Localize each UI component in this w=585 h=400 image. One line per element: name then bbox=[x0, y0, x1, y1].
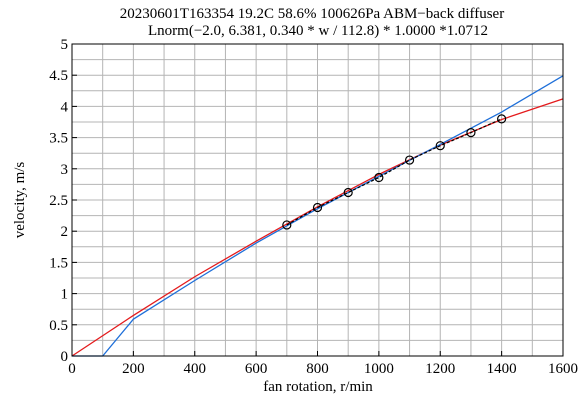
x-tick-label: 200 bbox=[122, 361, 145, 377]
data-point-marker bbox=[435, 141, 445, 151]
x-tick-label: 1000 bbox=[364, 361, 394, 377]
x-tick-label: 400 bbox=[184, 361, 207, 377]
y-tick-label: 2.5 bbox=[49, 193, 68, 209]
y-axis-label: velocity, m/s bbox=[12, 162, 28, 239]
y-tick-label: 3 bbox=[61, 162, 69, 178]
y-tick-label: 5 bbox=[61, 37, 69, 53]
y-tick-label: 2 bbox=[61, 224, 69, 240]
x-tick-label: 800 bbox=[306, 361, 329, 377]
data-point-marker bbox=[497, 114, 507, 124]
y-tick-label: 0 bbox=[61, 349, 69, 365]
data-point-marker bbox=[466, 128, 476, 138]
x-tick-label: 1400 bbox=[487, 361, 517, 377]
y-tick-label: 1 bbox=[61, 287, 69, 303]
series-layer bbox=[71, 75, 564, 357]
data-point-marker bbox=[312, 202, 323, 213]
grid bbox=[71, 43, 564, 357]
x-tick-label: 600 bbox=[245, 361, 268, 377]
x-tick-label: 0 bbox=[68, 361, 76, 377]
data-point-marker bbox=[282, 220, 292, 230]
tick-labels: 0 200 400 600 800 1000 1200 1400 1600 0 0.5 1 1.5 2 2.… bbox=[49, 37, 578, 377]
chart-title: 20230601T163354 19.2C 58.6% 100626Pa ABM… bbox=[120, 6, 504, 22]
x-tick-label: 1600 bbox=[548, 361, 578, 377]
y-tick-label: 0.5 bbox=[49, 318, 68, 334]
data-point-marker bbox=[374, 172, 384, 183]
y-tick-label: 1.5 bbox=[49, 255, 68, 271]
x-tick-label: 1200 bbox=[425, 361, 455, 377]
y-tick-label: 4 bbox=[61, 99, 69, 115]
data-point-marker bbox=[404, 155, 415, 165]
chart-subtitle: Lnorm(−2.0, 6.381, 0.340 * w / 112.8) * … bbox=[148, 23, 488, 39]
y-tick-label: 4.5 bbox=[49, 68, 68, 84]
series-line-2 bbox=[286, 118, 502, 226]
data-point-marker bbox=[343, 187, 353, 198]
x-axis-label: fan rotation, r/min bbox=[263, 379, 373, 395]
y-tick-label: 3.5 bbox=[49, 131, 68, 147]
